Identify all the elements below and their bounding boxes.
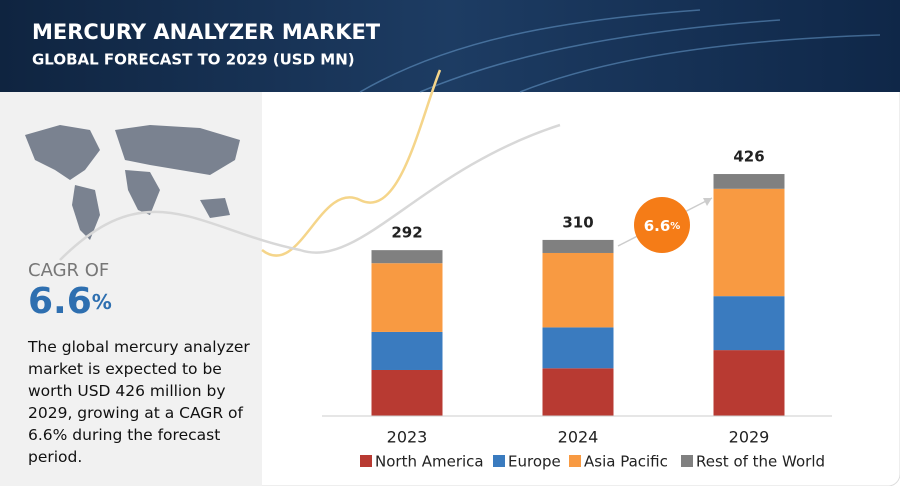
world-map [25,125,240,240]
growth-bubble [634,197,690,253]
bar-segment [542,327,614,369]
legend-swatch [681,455,693,467]
growth-label: 6.6% [644,217,681,235]
legend-label: North America [375,453,484,471]
bar-segment [713,350,785,416]
cagr-value: 6.6% [28,281,112,322]
bar-segment [371,331,443,370]
header-decor [359,9,881,93]
cagr-label: CAGR OF [28,260,109,281]
total-label: 292 [391,224,422,242]
header-title: MERCURY ANALYZER MARKET [32,20,381,44]
total-label: 310 [562,213,593,231]
growth-arrowhead [703,198,712,206]
bar-segment [371,250,443,264]
legend-swatch [493,455,505,467]
header-band [0,0,900,92]
legend-swatch [360,455,372,467]
legend-label: Rest of the World [696,453,825,471]
legend-label: Asia Pacific [584,453,668,471]
bar-segment [371,369,443,416]
legend-label: Europe [508,453,561,471]
x-tick-label: 2023 [387,428,428,447]
bar-segment [713,296,785,351]
bar-segment [371,263,443,332]
bar-segment [542,239,614,253]
description: The global mercury analyzer market is ex… [28,338,250,466]
header-subtitle: GLOBAL FORECAST TO 2029 (USD MN) [32,51,355,69]
x-tick-label: 2029 [729,428,770,447]
total-label: 426 [733,148,764,166]
decor-curve [261,69,442,257]
bar-segment [713,174,785,189]
bar-segment [542,368,614,416]
bar-segment [713,188,785,297]
decor-curve [59,123,561,261]
bar-segment [542,252,614,328]
legend-swatch [569,455,581,467]
x-tick-label: 2024 [558,428,599,447]
